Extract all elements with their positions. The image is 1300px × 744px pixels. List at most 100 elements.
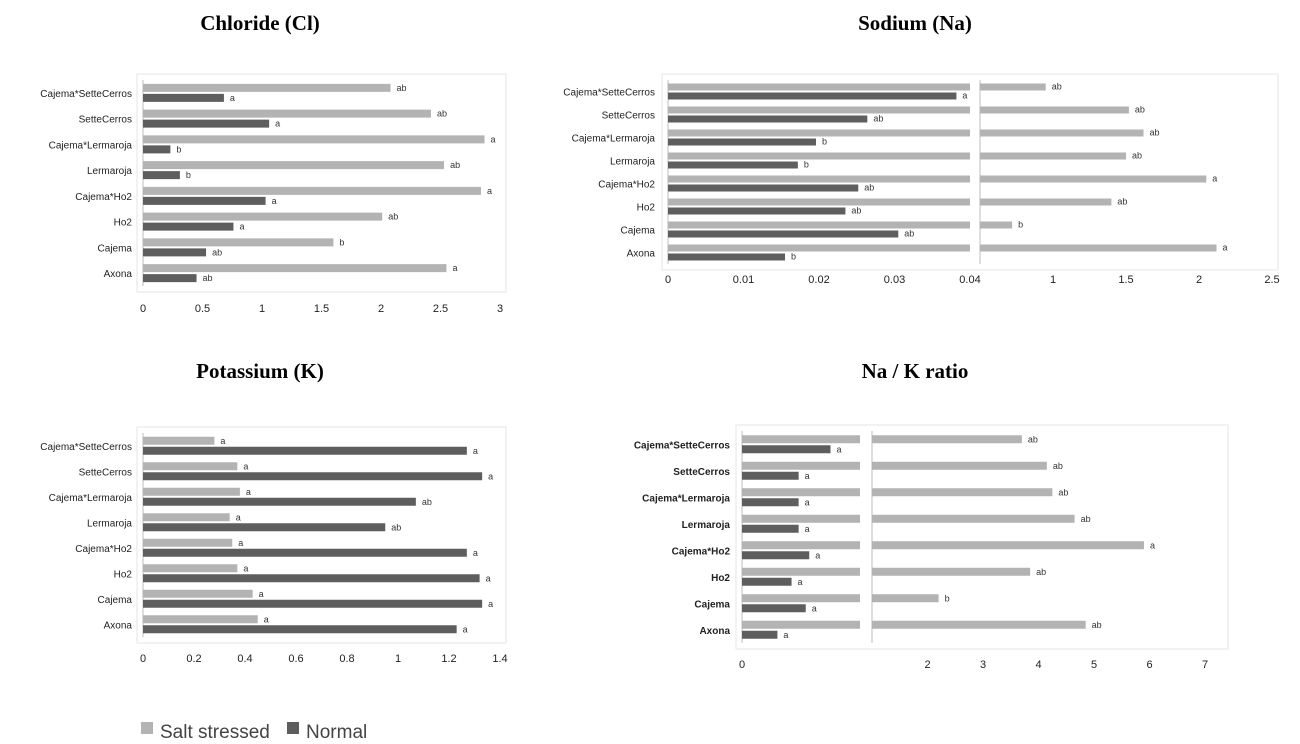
bar-normal	[143, 497, 416, 506]
bar-salt	[872, 567, 1031, 576]
x-tick-label: 1.5	[1118, 274, 1133, 286]
bar-data-label: a	[486, 573, 491, 583]
x-tick-label: 0.4	[237, 653, 252, 665]
category-label: Cajema*SetteCerros	[40, 442, 132, 453]
category-label: Cajema*Lermaroja	[49, 493, 133, 504]
x-tick-label: 7	[1202, 659, 1208, 671]
bar-salt	[980, 244, 1217, 252]
x-tick-label: 1.2	[441, 653, 456, 665]
bar-data-label: a	[473, 446, 478, 456]
bar-salt-left	[668, 221, 970, 229]
bar-data-label: a	[236, 512, 241, 522]
bar-data-label: ab	[1053, 461, 1063, 471]
category-label: Ho2	[114, 569, 133, 580]
bar-data-label: a	[798, 577, 803, 587]
category-label: Axona	[104, 620, 133, 631]
bar-normal	[742, 604, 806, 613]
bar-salt-left	[668, 198, 970, 206]
bar-data-label: a	[243, 563, 248, 573]
bar-normal	[668, 161, 798, 169]
bar-data-label: ab	[388, 212, 398, 222]
chart-title: Na / K ratio	[862, 359, 969, 383]
bar-salt	[980, 221, 1013, 229]
bar-data-label: a	[230, 93, 235, 103]
x-tick-label: 0.04	[959, 274, 980, 286]
bar-data-label: ab	[212, 247, 222, 257]
bar-normal	[143, 472, 483, 481]
bar-data-label: a	[1223, 243, 1228, 253]
bar-salt	[143, 186, 481, 195]
chart-title: Sodium (Na)	[858, 11, 972, 35]
bar-data-label: a	[246, 487, 251, 497]
bar-data-label: ab	[1052, 82, 1062, 92]
category-label: Cajema*Ho2	[75, 192, 132, 203]
category-label: Cajema	[98, 243, 133, 254]
category-label: Ho2	[711, 573, 730, 584]
category-label: Axona	[104, 269, 133, 280]
chart-3: Potassium (K) Axona a a Cajema a a Ho2 a a Cajema*…	[40, 359, 507, 665]
x-tick-label: 0.5	[195, 303, 210, 315]
category-label: Cajema*Ho2	[598, 180, 655, 191]
x-tick-label: 1	[395, 653, 401, 665]
bar-data-label: ab	[1028, 434, 1038, 444]
bar-salt	[143, 538, 233, 547]
category-label: Cajema*Lermaroja	[642, 493, 730, 504]
bar-data-label: b	[804, 160, 809, 170]
category-label: Lermaroja	[610, 157, 655, 168]
bar-data-label: a	[275, 119, 280, 129]
bar-data-label: ab	[422, 497, 432, 507]
chart-title: Chloride (Cl)	[200, 11, 320, 35]
bar-salt	[872, 461, 1047, 470]
category-label: Cajema*Ho2	[75, 544, 132, 555]
x-tick-label: 2	[378, 303, 384, 315]
bar-data-label: ab	[851, 206, 861, 216]
category-label: Lermaroja	[87, 166, 132, 177]
chart-title: Potassium (K)	[196, 359, 324, 383]
bar-normal	[143, 599, 483, 608]
bar-data-label: a	[491, 134, 496, 144]
bar-normal	[668, 253, 786, 261]
bar-data-label: b	[945, 593, 950, 603]
bar-salt	[980, 175, 1207, 183]
bar-data-label: a	[264, 614, 269, 624]
bar-salt	[143, 462, 238, 471]
category-label: Cajema*Lermaroja	[572, 134, 656, 145]
bar-normal	[143, 446, 467, 455]
bar-data-label: ab	[1036, 567, 1046, 577]
x-tick-label: 1	[1050, 274, 1056, 286]
x-tick-label: 2.5	[1264, 274, 1279, 286]
chart-4: Na / K ratio Axona ab a Cajema b a Ho2 ab a Cajema…	[634, 359, 1229, 671]
bar-normal	[742, 524, 799, 533]
bar-data-label: a	[452, 263, 457, 273]
category-label: Cajema*Lermaroja	[49, 140, 133, 151]
x-tick-label: 0.02	[808, 274, 829, 286]
category-label: Cajema*Ho2	[672, 546, 731, 557]
x-tick-label: 4	[1035, 659, 1041, 671]
x-tick-label: 6	[1146, 659, 1152, 671]
x-tick-label: 1	[259, 303, 265, 315]
x-tick-label: 1.5	[314, 303, 329, 315]
bar-data-label: ab	[904, 229, 914, 239]
bar-data-label: ab	[1058, 487, 1068, 497]
charts-group: Chloride (Cl)AxonaaabCajemababHo2abaCaje…	[40, 11, 1279, 671]
bar-data-label: a	[259, 589, 264, 599]
bar-normal	[143, 119, 270, 128]
bar-data-label: ab	[1081, 514, 1091, 524]
bar-data-label: b	[1018, 220, 1023, 230]
legend-swatch-salt	[141, 722, 153, 734]
bar-salt	[143, 264, 447, 273]
bar-salt-left	[742, 620, 860, 629]
bar-data-label: a	[220, 436, 225, 446]
bar-salt-left	[668, 129, 970, 137]
bar-data-label: a	[243, 461, 248, 471]
x-tick-label: 0.8	[339, 653, 354, 665]
bar-data-label: b	[176, 144, 181, 154]
bar-data-label: a	[962, 91, 967, 101]
x-tick-label: 3	[497, 303, 503, 315]
bar-salt	[872, 541, 1144, 550]
bar-normal	[143, 548, 467, 557]
bar-salt-left	[668, 152, 970, 160]
bar-data-label: a	[487, 186, 492, 196]
bar-data-label: ab	[873, 114, 883, 124]
bar-salt-left	[668, 175, 970, 183]
